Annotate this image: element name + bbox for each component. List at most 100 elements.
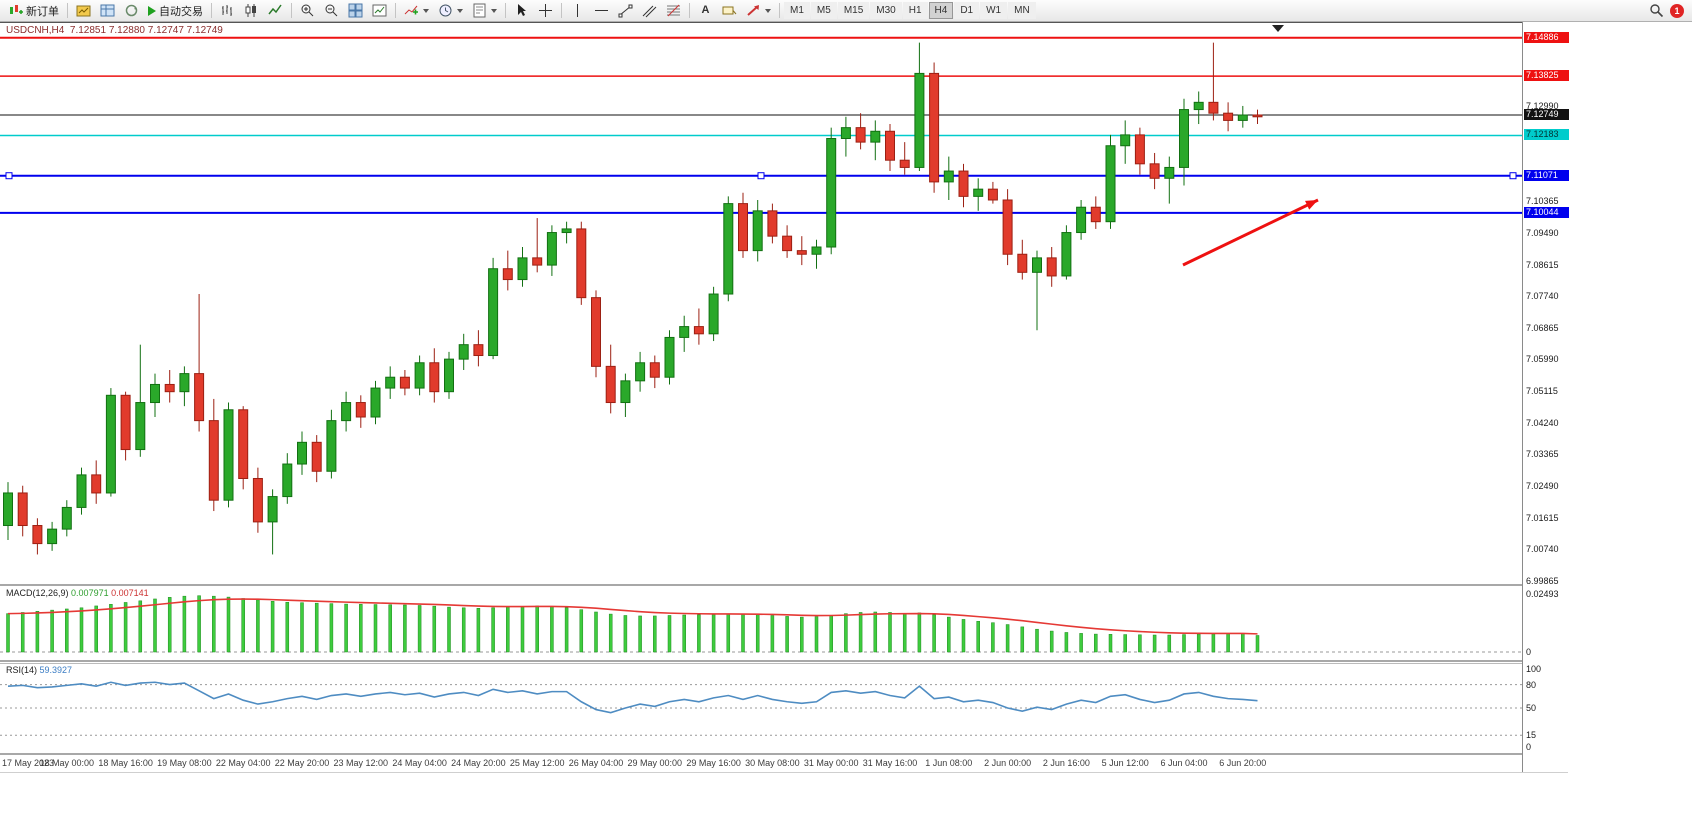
dropdown-caret [457, 8, 463, 13]
timeframe-M30[interactable]: M30 [870, 2, 902, 19]
timeframe-M5[interactable]: M5 [810, 2, 837, 19]
time-label: 18 May 16:00 [98, 758, 153, 768]
arrows-tool-button[interactable] [742, 2, 775, 20]
rsi-panel-canvas[interactable] [0, 663, 1522, 753]
timeframe-M1[interactable]: M1 [784, 2, 810, 19]
timeframe-W1[interactable]: W1 [980, 2, 1008, 19]
search-icon[interactable] [1649, 3, 1664, 18]
tile-windows-icon [348, 3, 363, 18]
indicators-button[interactable] [400, 2, 433, 20]
panel-splitter[interactable] [0, 753, 1568, 755]
text-label-tool-button[interactable] [718, 2, 741, 20]
macd-signal-value: 0.007141 [111, 588, 149, 598]
macd-label: MACD(12,26,9) 0.007971 0.007141 [6, 588, 149, 598]
text-tool-button[interactable]: A [694, 2, 717, 20]
crosshair-icon [538, 3, 553, 18]
candlestick-chart-button[interactable] [240, 2, 263, 20]
market-watch-button[interactable] [96, 2, 119, 20]
time-label: 2 Jun 00:00 [984, 758, 1032, 768]
tile-windows-button[interactable] [344, 2, 367, 20]
chart-list-button[interactable] [368, 2, 391, 20]
top-marker [1272, 25, 1284, 32]
time-label: 2 Jun 16:00 [1042, 758, 1090, 768]
price-label-7.14886: 7.14886 [1524, 31, 1569, 43]
panel-splitter[interactable] [0, 584, 1568, 586]
time-label: 6 Jun 20:00 [1219, 758, 1267, 768]
axis-tick-label: 7.05115 [1526, 386, 1558, 397]
template-icon [472, 3, 487, 18]
autotrading-label: 自动交易 [159, 5, 203, 18]
cursor-icon [514, 3, 529, 18]
toolbar-separator [67, 3, 68, 18]
time-label: 6 Jun 04:00 [1160, 758, 1208, 768]
macd-axis-label: 0 [1526, 647, 1532, 657]
dropdown-caret [491, 8, 497, 13]
cursor-button[interactable] [510, 2, 533, 20]
templates-button[interactable] [468, 2, 501, 20]
zoom-out-icon [324, 3, 339, 18]
time-label: 25 May 12:00 [509, 758, 565, 768]
chart-profiles-icon [76, 3, 91, 18]
price-axis[interactable]: 7.14886 7.13825 7.12749 7.12183 7.11071 7.100… [1522, 22, 1569, 772]
trendline-tool-button[interactable] [614, 2, 637, 20]
timeframe-MN[interactable]: MN [1008, 2, 1036, 19]
refresh-icon [124, 3, 139, 18]
bar-chart-button[interactable] [216, 2, 239, 20]
time-label: 17 May 2023 [2, 758, 55, 768]
rsi-axis-label: 80 [1526, 679, 1537, 690]
time-label: 26 May 04:00 [568, 758, 624, 768]
autotrading-button[interactable]: 自动交易 [144, 2, 207, 20]
chart-profiles-button[interactable] [72, 2, 95, 20]
rsi-value: 59.3927 [39, 665, 73, 675]
line-chart-button[interactable] [264, 2, 287, 20]
price-label-7.12183: 7.12183 [1524, 129, 1569, 141]
crosshair-button[interactable] [534, 2, 557, 20]
timeframe-H4[interactable]: H4 [928, 2, 954, 19]
new-order-button[interactable]: 新订单 [4, 2, 63, 20]
timeframe-M15[interactable]: M15 [837, 2, 870, 19]
price-label-7.13825: 7.13825 [1524, 70, 1569, 82]
time-label: 1 Jun 08:00 [925, 758, 973, 768]
axis-tick-label: 7.08615 [1526, 259, 1559, 270]
channel-tool-button[interactable] [638, 2, 661, 20]
trend-arrow [1182, 198, 1319, 267]
zoom-out-button[interactable] [320, 2, 343, 20]
refresh-button[interactable] [120, 2, 143, 20]
equidistant-channel-icon [642, 3, 657, 18]
horizontal-line-tool-button[interactable] [590, 2, 613, 20]
axis-tick-label: 7.04240 [1526, 417, 1559, 428]
macd-panel-canvas[interactable] [0, 586, 1522, 660]
main-chart-canvas[interactable] [0, 22, 1522, 584]
candlestick-chart-icon [244, 3, 259, 18]
indicators-icon [404, 3, 419, 18]
timeframe-D1[interactable]: D1 [954, 2, 980, 19]
axis-tick-label: 7.10365 [1526, 196, 1559, 207]
periods-button[interactable] [434, 2, 467, 20]
horizontal-line-icon [594, 3, 609, 18]
timeframe-group: M1 M5 M15 M30 H1 H4 D1 W1 MN [784, 2, 1036, 19]
line-chart-icon [268, 3, 283, 18]
timeframe-H1[interactable]: H1 [902, 2, 928, 19]
text-icon: A [701, 4, 710, 16]
time-axis[interactable]: 17 May 2023 18 May 00:00 18 May 16:00 19 Ma… [0, 755, 1568, 773]
vertical-line-tool-button[interactable] [566, 2, 589, 20]
rsi-axis-label: 100 [1526, 664, 1542, 674]
fibonacci-tool-button[interactable] [662, 2, 685, 20]
toolbar-separator [561, 3, 562, 18]
panel-splitter[interactable] [0, 660, 1568, 662]
main-toolbar: 新订单 自动交易 A M1 M5 M15 M30 H1 H4 D1 W1 MN 1 [0, 0, 1692, 22]
rsi-axis-label: 15 [1526, 730, 1537, 741]
axis-tick-label: 7.03365 [1526, 449, 1559, 460]
autotrading-play-icon [148, 5, 156, 16]
trendline-icon [618, 3, 633, 18]
chart-list-icon [372, 3, 387, 18]
axis-tick-label: 7.01615 [1526, 512, 1559, 523]
time-label: 30 May 08:00 [745, 758, 800, 768]
zoom-in-button[interactable] [296, 2, 319, 20]
notification-badge[interactable]: 1 [1670, 3, 1684, 18]
axis-tick-label: 7.02490 [1526, 481, 1559, 492]
price-label-7.10044: 7.10044 [1524, 206, 1569, 218]
axis-tick-label: 7.07740 [1526, 291, 1559, 302]
dropdown-caret [765, 8, 771, 13]
text-label-icon [722, 3, 737, 18]
